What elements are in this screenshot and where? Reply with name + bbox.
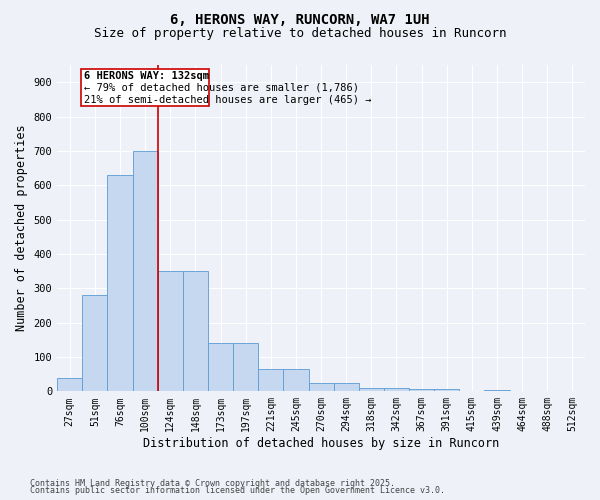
Bar <box>81 69 209 106</box>
Bar <box>334 382 359 392</box>
Bar <box>133 151 158 392</box>
Bar <box>233 343 258 392</box>
Bar <box>57 378 82 392</box>
Bar <box>158 271 183 392</box>
Text: Contains HM Land Registry data © Crown copyright and database right 2025.: Contains HM Land Registry data © Crown c… <box>30 478 395 488</box>
Bar <box>359 388 384 392</box>
Bar <box>283 369 308 392</box>
Bar <box>208 343 233 392</box>
Bar <box>409 388 434 392</box>
Bar <box>308 382 334 392</box>
Bar <box>384 388 409 392</box>
Text: Size of property relative to detached houses in Runcorn: Size of property relative to detached ho… <box>94 28 506 40</box>
Text: 6, HERONS WAY, RUNCORN, WA7 1UH: 6, HERONS WAY, RUNCORN, WA7 1UH <box>170 12 430 26</box>
X-axis label: Distribution of detached houses by size in Runcorn: Distribution of detached houses by size … <box>143 437 499 450</box>
Text: ← 79% of detached houses are smaller (1,786): ← 79% of detached houses are smaller (1,… <box>84 83 359 93</box>
Text: Contains public sector information licensed under the Open Government Licence v3: Contains public sector information licen… <box>30 486 445 495</box>
Text: 21% of semi-detached houses are larger (465) →: 21% of semi-detached houses are larger (… <box>84 94 371 104</box>
Bar <box>82 295 107 392</box>
Bar <box>258 369 283 392</box>
Bar <box>107 175 133 392</box>
Text: 6 HERONS WAY: 132sqm: 6 HERONS WAY: 132sqm <box>84 71 209 81</box>
Bar <box>434 388 460 392</box>
Bar <box>484 390 509 392</box>
Y-axis label: Number of detached properties: Number of detached properties <box>15 125 28 332</box>
Bar <box>183 271 208 392</box>
